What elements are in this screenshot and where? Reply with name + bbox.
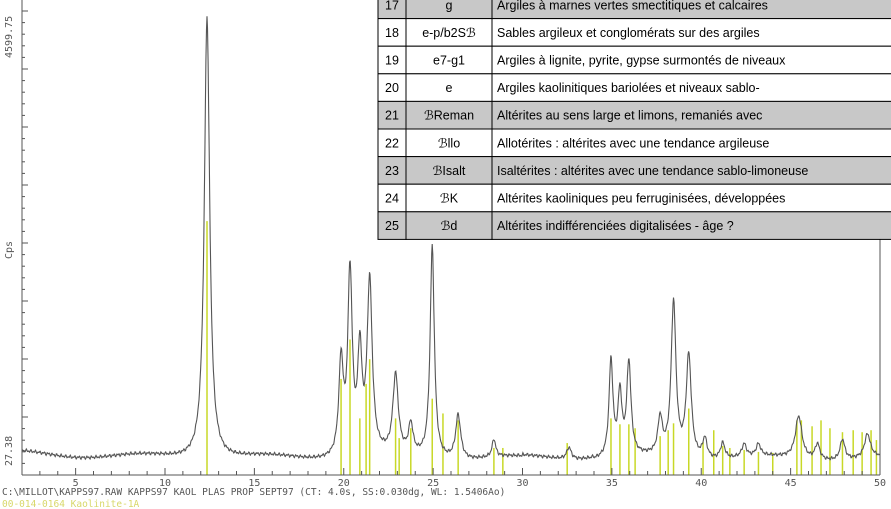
table-row: 21 ℬReman Altérites au sens large et limon… [377, 100, 891, 130]
table-cell [405, 18, 493, 47]
row-number: 17 [385, 0, 399, 12]
table-cell [377, 18, 407, 47]
x-tick-label: 5 [73, 478, 79, 489]
x-axis-ticks: 5 10 15 20 25 30 35 40 45 50 [21, 468, 886, 489]
row-code: e7-g1 [433, 54, 465, 68]
table-cell [405, 73, 493, 102]
row-number: 19 [385, 54, 399, 68]
row-code: e [446, 81, 453, 95]
x-tick-label: 30 [516, 478, 528, 489]
x-tick-label: 35 [606, 478, 618, 489]
x-tick-label: 25 [427, 478, 439, 489]
y-bottom-label: 27.38 [4, 436, 15, 466]
diffraction-trace [21, 16, 880, 461]
row-number: 20 [385, 81, 399, 95]
table-cell [405, 156, 493, 185]
row-number: 25 [385, 219, 399, 233]
row-description: Sables argileux et conglomérats sur des … [497, 26, 760, 40]
row-code: e-p/b2Sℬ [422, 26, 476, 40]
table-row: 25 ℬd Altérites indifférenciées digitalisé… [377, 211, 891, 240]
table-cell [377, 211, 407, 240]
row-number: 21 [385, 109, 399, 123]
table-cell [491, 18, 891, 47]
row-code: ℬIsalt [433, 164, 466, 178]
table-row: 22 ℬllo Allotérites : altérites avec une t… [377, 128, 891, 158]
row-code: ℬReman [424, 109, 474, 123]
table-cell [377, 45, 407, 75]
footer-text: C:\MILLOT\KAPPS97.RAW KAPPS97 KAOL PLAS … [2, 487, 505, 498]
table-cell [491, 211, 891, 240]
table-cell [491, 183, 891, 213]
row-code: ℬK [440, 192, 459, 206]
table-cell [491, 128, 891, 158]
x-tick-label: 10 [159, 478, 171, 489]
table-cell [491, 156, 891, 185]
table-row: 20 e Argiles kaolinitiques bariolées et ni… [377, 73, 891, 102]
x-tick-label: 45 [785, 478, 797, 489]
row-code: g [446, 0, 453, 12]
table-row: 18 e-p/b2Sℬ Sables argileux et conglomérat… [377, 18, 891, 47]
table-cell [491, 45, 891, 75]
row-number: 22 [385, 136, 399, 150]
row-code: ℬd [441, 219, 458, 233]
row-number: 18 [385, 26, 399, 40]
table-cell [405, 211, 493, 240]
table-row: 19 e7-g1 Argiles à lignite, pyrite, gypse … [377, 45, 891, 75]
row-description: Altérites indifférenciées digitalisées -… [497, 219, 734, 233]
y-top-label: 4599.75 [4, 16, 15, 58]
x-tick-label: 50 [874, 478, 886, 489]
row-code: ℬllo [438, 136, 460, 150]
row-description: Argiles kaolinitiques bariolées et nivea… [497, 81, 760, 95]
row-description: Isaltérites : altérites avec une tendanc… [497, 164, 808, 178]
footer-reference-text: 00-014-0164 Kaolinite-1A [2, 499, 140, 509]
row-number: 24 [385, 192, 399, 206]
y-axis-ticks [22, 10, 28, 476]
row-description: Argiles à marnes vertes smectitiques et … [497, 0, 768, 12]
row-description: Altérites au sens large et limons, reman… [497, 109, 762, 123]
row-description: Altérites kaoliniques peu ferruginisées,… [497, 192, 785, 206]
table-row: 23 ℬIsalt Isaltérites : altérites avec une… [377, 156, 891, 185]
table-row: 17 g Argiles à marnes vertes smectitiques … [377, 0, 891, 20]
table-row: 24 ℬK Altérites kaoliniques peu ferruginis… [377, 183, 891, 213]
x-tick-label: 40 [695, 478, 707, 489]
table-cell [491, 100, 891, 130]
x-tick-label: 20 [338, 478, 350, 489]
table-cell [405, 100, 493, 130]
y-axis-label: Cps [4, 241, 15, 259]
row-description: Allotérites : altérites avec une tendanc… [497, 136, 769, 150]
x-tick-label: 15 [248, 478, 260, 489]
row-number: 23 [385, 164, 399, 178]
legend-table: 17 g Argiles à marnes vertes smectitiques … [377, 0, 891, 240]
row-description: Argiles à lignite, pyrite, gypse surmont… [497, 54, 786, 68]
table-cell [405, 128, 493, 158]
